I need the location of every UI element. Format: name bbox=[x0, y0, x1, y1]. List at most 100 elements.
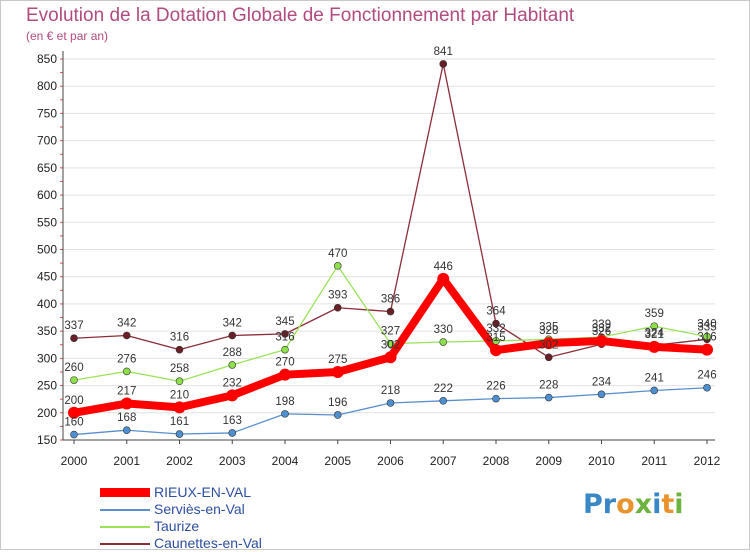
data-label-servies-en-val-2003: 163 bbox=[223, 415, 242, 427]
y-tick-label-200: 200 bbox=[37, 406, 57, 420]
data-label-rieux-en-val-2004: 270 bbox=[275, 357, 294, 369]
y-axis-ticks: 150 200 250 300 350 400 450 500 550 600 650 700 750 8… bbox=[37, 52, 57, 447]
marker-taurize-2004 bbox=[281, 345, 289, 354]
chart-subtitle: (en € et par an) bbox=[26, 29, 109, 43]
data-label-servies-en-val-2005: 196 bbox=[328, 397, 347, 409]
y-tick-label-700: 700 bbox=[37, 134, 57, 148]
marker-caunettes-en-val-2005 bbox=[333, 303, 342, 312]
y-tick-label-550: 550 bbox=[37, 215, 57, 229]
data-label-caunettes-en-val-2008: 364 bbox=[486, 306, 506, 318]
marker-servies-en-val-2001 bbox=[122, 426, 131, 435]
marker-rieux-en-val-2005 bbox=[331, 365, 344, 378]
marker-taurize-2012 bbox=[703, 332, 711, 341]
legend-item-servies[interactable]: Serviès-en-Val bbox=[100, 501, 400, 518]
marker-caunettes-en-val-2002 bbox=[175, 345, 184, 354]
data-label-taurize-2010: 339 bbox=[592, 319, 611, 331]
legend-item-taurize[interactable]: Taurize bbox=[100, 518, 400, 535]
marker-rieux-en-val-2002 bbox=[173, 401, 186, 414]
data-label-rieux-en-val-2012: 316 bbox=[697, 332, 716, 344]
y-tick-label-400: 400 bbox=[37, 297, 57, 311]
data-label-caunettes-en-val-2004: 345 bbox=[275, 316, 294, 328]
x-tick-label-2006: 2006 bbox=[377, 454, 404, 468]
data-label-caunettes-en-val-2000: 337 bbox=[64, 320, 83, 332]
legend-swatch-rieux bbox=[100, 488, 150, 497]
legend-label-taurize: Taurize bbox=[154, 518, 200, 534]
series-markers bbox=[68, 60, 713, 439]
marker-rieux-en-val-2007 bbox=[437, 272, 450, 285]
data-label-servies-en-val-2008: 226 bbox=[486, 381, 505, 393]
x-tick-label-2001: 2001 bbox=[113, 454, 140, 468]
legend-swatch-taurize bbox=[100, 526, 150, 528]
data-label-servies-en-val-2012: 246 bbox=[697, 370, 716, 382]
marker-servies-en-val-2007 bbox=[439, 397, 448, 405]
marker-taurize-2002 bbox=[175, 377, 184, 386]
y-tick-label-300: 300 bbox=[37, 351, 57, 365]
x-tick-label-2003: 2003 bbox=[219, 454, 246, 468]
data-label-taurize-2011: 359 bbox=[645, 308, 664, 320]
data-label-caunettes-en-val-2007: 841 bbox=[434, 46, 453, 58]
marker-servies-en-val-2003 bbox=[228, 429, 237, 437]
data-label-caunettes-en-val-2003: 342 bbox=[223, 317, 242, 329]
logo-letter: i bbox=[674, 489, 684, 520]
logo-letter: P bbox=[583, 489, 603, 520]
x-tick-label-2009: 2009 bbox=[535, 454, 562, 468]
marker-caunettes-en-val-2000 bbox=[70, 334, 78, 343]
data-label-rieux-en-val-2008: 315 bbox=[486, 332, 505, 344]
y-tick-label-600: 600 bbox=[37, 188, 57, 202]
x-tick-label-2010: 2010 bbox=[588, 454, 615, 468]
marker-servies-en-val-2006 bbox=[386, 399, 395, 407]
x-axis-ticks: 2000 2001 2002 2003 2004 2005 2006 2007 2008 2009… bbox=[61, 440, 721, 468]
data-label-rieux-en-val-2010: 332 bbox=[592, 323, 611, 335]
marker-taurize-2000 bbox=[70, 376, 78, 384]
marker-caunettes-en-val-2003 bbox=[228, 331, 237, 340]
x-tick-label-2002: 2002 bbox=[166, 454, 193, 468]
marker-servies-en-val-2008 bbox=[492, 394, 500, 403]
data-label-servies-en-val-2001: 168 bbox=[117, 412, 136, 424]
marker-rieux-en-val-2011 bbox=[648, 340, 661, 353]
data-label-taurize-2003: 288 bbox=[223, 347, 242, 359]
logo-letter: r bbox=[602, 489, 617, 520]
marker-caunettes-en-val-2009 bbox=[544, 353, 553, 362]
data-label-taurize-2009: 335 bbox=[539, 321, 558, 333]
x-tick-label-2000: 2000 bbox=[61, 454, 88, 468]
logo-letter: x bbox=[634, 489, 653, 520]
data-label-servies-en-val-2011: 241 bbox=[645, 372, 664, 384]
legend: RIEUX-EN-VAL Serviès-en-Val Taurize Caun… bbox=[100, 484, 400, 552]
data-label-caunettes-en-val-2011: 324 bbox=[645, 327, 665, 339]
data-label-taurize-2004: 316 bbox=[275, 332, 294, 344]
axes bbox=[60, 51, 715, 441]
data-label-servies-en-val-2006: 218 bbox=[381, 385, 400, 397]
y-tick-label-450: 450 bbox=[37, 270, 57, 284]
y-tick-label-850: 850 bbox=[37, 52, 57, 66]
legend-label-caunettes: Caunettes-en-Val bbox=[154, 535, 262, 551]
marker-rieux-en-val-2008 bbox=[490, 344, 502, 357]
data-label-caunettes-en-val-2002: 316 bbox=[170, 332, 189, 344]
legend-item-caunettes[interactable]: Caunettes-en-Val bbox=[100, 535, 400, 552]
data-label-rieux-en-val-2007: 446 bbox=[434, 261, 453, 273]
x-tick-label-2004: 2004 bbox=[272, 454, 299, 468]
data-label-taurize-2012: 340 bbox=[697, 319, 716, 331]
data-label-servies-en-val-2000: 160 bbox=[64, 417, 83, 429]
marker-servies-en-val-2011 bbox=[650, 386, 659, 395]
y-tick-label-150: 150 bbox=[37, 433, 57, 447]
marker-rieux-en-val-2010 bbox=[595, 334, 608, 347]
y-tick-label-500: 500 bbox=[37, 243, 57, 257]
data-label-rieux-en-val-2000: 200 bbox=[64, 395, 83, 407]
data-label-servies-en-val-2004: 198 bbox=[275, 396, 294, 408]
x-tick-label-2007: 2007 bbox=[430, 454, 457, 468]
marker-taurize-2007 bbox=[439, 338, 448, 346]
proxiti-logo[interactable]: Proxiti bbox=[583, 489, 684, 520]
marker-taurize-2011 bbox=[650, 322, 659, 331]
marker-servies-en-val-2000 bbox=[70, 430, 78, 439]
y-tick-label-750: 750 bbox=[37, 106, 57, 120]
data-label-rieux-en-val-2009: 328 bbox=[539, 325, 558, 337]
x-tick-label-2011: 2011 bbox=[641, 454, 667, 468]
x-tick-label-2005: 2005 bbox=[324, 454, 351, 468]
data-label-caunettes-en-val-2001: 342 bbox=[117, 317, 136, 329]
marker-rieux-en-val-2006 bbox=[384, 351, 397, 364]
legend-item-rieux[interactable]: RIEUX-EN-VAL bbox=[100, 484, 400, 501]
marker-rieux-en-val-2009 bbox=[542, 337, 555, 350]
marker-caunettes-en-val-2007 bbox=[439, 60, 448, 68]
data-label-caunettes-en-val-2009: 302 bbox=[539, 339, 558, 351]
